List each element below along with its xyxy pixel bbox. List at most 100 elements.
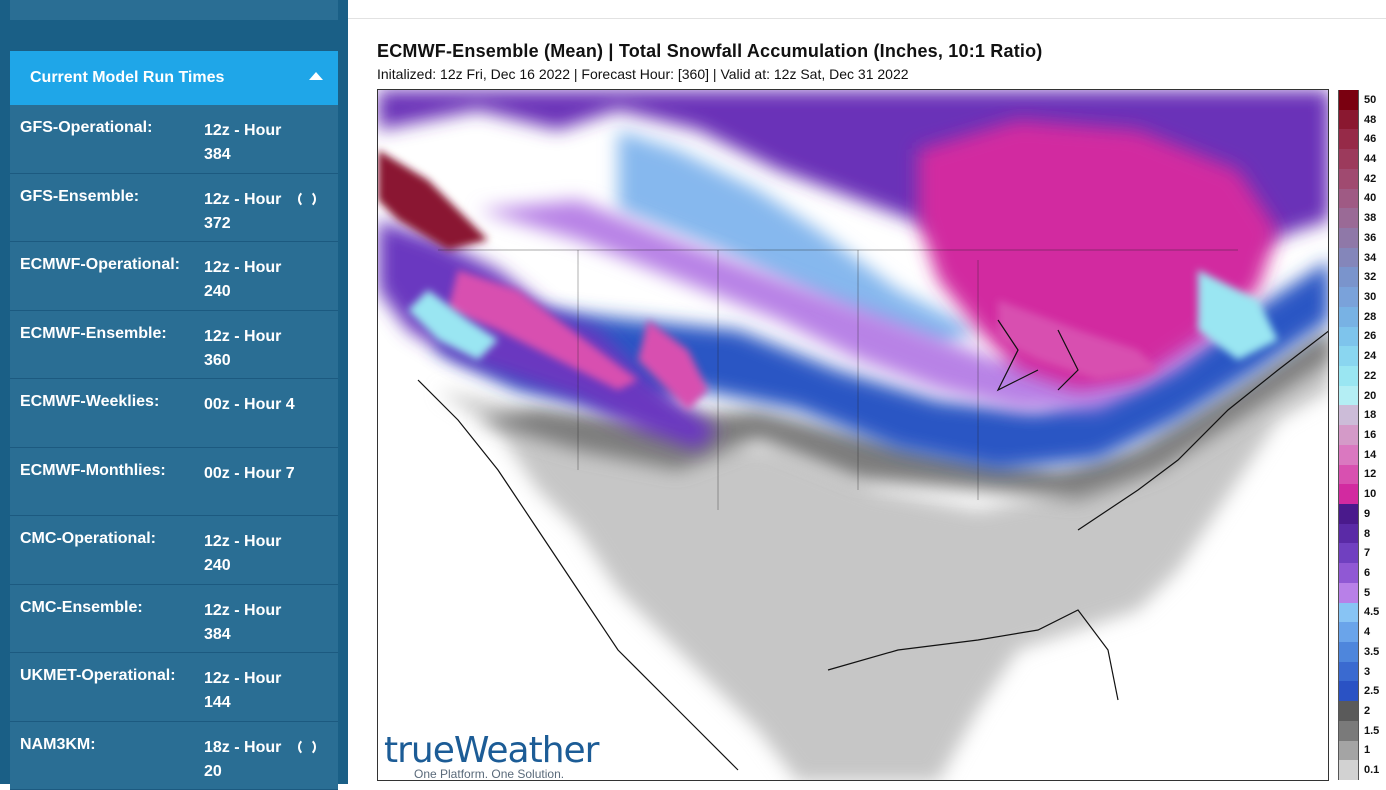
model-name: GFS-Operational: <box>20 119 152 137</box>
legend-swatch <box>1338 721 1359 741</box>
model-name: CMC-Operational: <box>20 530 156 548</box>
panel-title: Current Model Run Times <box>30 69 224 87</box>
legend-label: 0.1 <box>1364 764 1379 776</box>
model-run-row[interactable]: ECMWF-Operational: 12z - Hour 240 <box>10 242 338 311</box>
model-run-row[interactable]: GFS-Operational: 12z - Hour 384 <box>10 105 338 174</box>
legend-swatch <box>1338 169 1359 189</box>
legend-label: 12 <box>1364 468 1376 480</box>
legend-swatch <box>1338 386 1359 406</box>
legend-label: 8 <box>1364 528 1370 540</box>
legend-swatch <box>1338 208 1359 228</box>
legend-swatch <box>1338 484 1359 504</box>
model-run-time: 12z - Hour 240 <box>204 256 299 304</box>
model-run-time: 12z - Hour 144 <box>204 667 299 715</box>
legend-label: 5 <box>1364 587 1370 599</box>
model-run-row[interactable]: NAM3KM: 18z - Hour 20 <box>10 722 338 790</box>
legend-label: 9 <box>1364 508 1370 520</box>
loading-spinner-icon <box>298 738 316 756</box>
legend-label: 36 <box>1364 232 1376 244</box>
legend-label: 46 <box>1364 133 1376 145</box>
legend-swatch <box>1338 465 1359 485</box>
legend-swatch <box>1338 701 1359 721</box>
legend-label: 44 <box>1364 153 1376 165</box>
model-run-row[interactable]: GFS-Ensemble:12z - Hour 372 <box>10 174 338 243</box>
legend-label: 4.5 <box>1364 606 1379 618</box>
legend-swatch <box>1338 346 1359 366</box>
legend-label: 1 <box>1364 744 1370 756</box>
legend-swatch <box>1338 287 1359 307</box>
legend-label: 20 <box>1364 390 1376 402</box>
legend-label: 3 <box>1364 666 1370 678</box>
legend-swatch <box>1338 405 1359 425</box>
legend-label: 30 <box>1364 291 1376 303</box>
map-subtitle: Initalized: 12z Fri, Dec 16 2022 | Forec… <box>377 66 909 82</box>
sidebar-top-panel <box>10 0 338 20</box>
legend-label: 24 <box>1364 350 1376 362</box>
model-run-time: 18z - Hour 20 <box>204 736 299 784</box>
legend-label: 34 <box>1364 252 1376 264</box>
legend-swatch <box>1338 681 1359 701</box>
model-run-time: 00z - Hour 7 <box>204 462 299 486</box>
legend-swatch <box>1338 760 1359 780</box>
legend-swatch <box>1338 366 1359 386</box>
legend-swatch <box>1338 307 1359 327</box>
model-run-time: 12z - Hour 384 <box>204 599 299 647</box>
model-run-time: 12z - Hour 360 <box>204 325 299 373</box>
legend-swatch <box>1338 741 1359 761</box>
model-run-row[interactable]: ECMWF-Weeklies:00z - Hour 4 <box>10 379 338 448</box>
legend-label: 40 <box>1364 192 1376 204</box>
legend-swatch <box>1338 642 1359 662</box>
legend-label: 26 <box>1364 330 1376 342</box>
model-run-row[interactable]: ECMWF-Monthlies: 00z - Hour 7 <box>10 448 338 517</box>
model-name: ECMWF-Monthlies: <box>20 462 166 480</box>
legend-swatch <box>1338 228 1359 248</box>
legend-swatch <box>1338 90 1359 110</box>
legend-label: 50 <box>1364 94 1376 106</box>
snowfall-map-graphic <box>378 90 1329 781</box>
chevron-up-icon[interactable] <box>309 72 323 80</box>
legend-label: 32 <box>1364 271 1376 283</box>
model-run-row[interactable]: CMC-Operational: 12z - Hour 240 <box>10 516 338 585</box>
legend-label: 42 <box>1364 173 1376 185</box>
legend-label: 1.5 <box>1364 725 1379 737</box>
legend-swatch <box>1338 267 1359 287</box>
model-name: ECMWF-Weeklies: <box>20 393 159 411</box>
legend-label: 18 <box>1364 409 1376 421</box>
legend-swatch <box>1338 662 1359 682</box>
legend-swatch <box>1338 445 1359 465</box>
legend-swatch <box>1338 189 1359 209</box>
model-run-list: GFS-Operational: 12z - Hour 384 GFS-Ensemb… <box>10 105 338 790</box>
legend-label: 7 <box>1364 547 1370 559</box>
loading-spinner-icon <box>298 190 316 208</box>
map-title: ECMWF-Ensemble (Mean) | Total Snowfall A… <box>377 41 1043 62</box>
model-run-row[interactable]: ECMWF-Ensemble: 12z - Hour 360 <box>10 311 338 380</box>
model-run-time: 12z - Hour 384 <box>204 119 299 167</box>
logo-tagline: One Platform. One Solution. <box>414 767 564 781</box>
snowfall-map[interactable]: trueWeather One Platform. One Solution. <box>377 89 1329 781</box>
legend-label: 3.5 <box>1364 646 1379 658</box>
legend-swatch <box>1338 543 1359 563</box>
model-name: ECMWF-Operational: <box>20 256 180 274</box>
model-run-time: 12z - Hour 240 <box>204 530 299 578</box>
legend-label: 4 <box>1364 626 1370 638</box>
trueweather-logo: trueWeather One Platform. One Solution. <box>384 730 624 780</box>
model-name: ECMWF-Ensemble: <box>20 325 167 343</box>
model-name: GFS-Ensemble: <box>20 188 139 206</box>
legend-label: 38 <box>1364 212 1376 224</box>
logo-wordmark: trueWeather <box>384 730 598 771</box>
legend-swatch <box>1338 327 1359 347</box>
legend-swatch <box>1338 425 1359 445</box>
model-run-row[interactable]: UKMET-Operational:12z - Hour 144 <box>10 653 338 722</box>
legend-swatch <box>1338 504 1359 524</box>
model-run-times-header[interactable]: Current Model Run Times <box>10 51 338 105</box>
legend-label: 16 <box>1364 429 1376 441</box>
legend-swatch <box>1338 583 1359 603</box>
legend-label: 22 <box>1364 370 1376 382</box>
legend-label: 10 <box>1364 488 1376 500</box>
legend-swatch <box>1338 129 1359 149</box>
legend-swatch <box>1338 110 1359 130</box>
legend-label: 14 <box>1364 449 1376 461</box>
model-name: NAM3KM: <box>20 736 96 754</box>
model-run-row[interactable]: CMC-Ensemble:12z - Hour 384 <box>10 585 338 654</box>
